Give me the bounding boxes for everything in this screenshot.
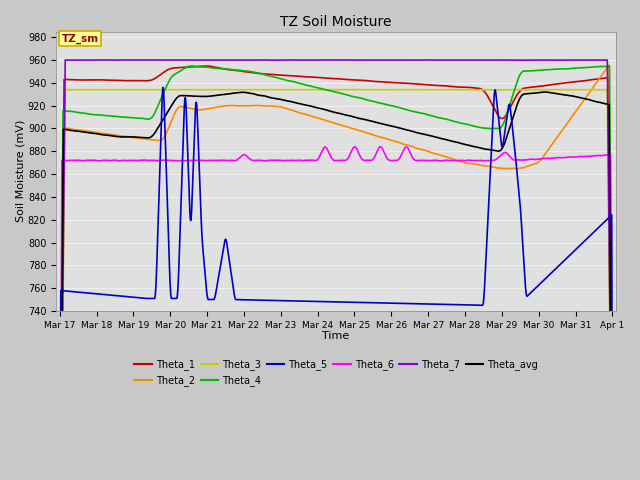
Line: Theta_5: Theta_5 (60, 87, 612, 480)
Theta_6 (99, 157, 106, 163)
Theta_5 (99, 291, 106, 297)
Theta_3 (312, 87, 319, 93)
Theta_avg (291, 99, 298, 105)
Line: Theta_2: Theta_2 (60, 65, 612, 480)
Theta_7 (302, 57, 310, 63)
Theta_6 (121, 157, 129, 163)
Theta_4 (312, 84, 320, 90)
Theta_3 (302, 87, 310, 93)
Theta_avg (371, 119, 378, 125)
Theta_6 (302, 157, 310, 163)
Theta_3 (121, 87, 129, 93)
Theta_4 (302, 82, 310, 88)
Theta_3 (99, 87, 106, 93)
Theta_4 (99, 112, 106, 118)
Theta_7 (121, 57, 129, 63)
Theta_avg (99, 132, 106, 138)
Line: Theta_3: Theta_3 (60, 90, 612, 480)
Theta_7 (291, 57, 298, 63)
Theta_1 (312, 74, 320, 80)
Theta_7 (424, 57, 432, 63)
Theta_4 (291, 79, 298, 85)
Theta_avg (541, 89, 549, 95)
Line: Theta_7: Theta_7 (60, 60, 612, 480)
Theta_1 (302, 74, 310, 80)
Theta_4 (371, 99, 378, 105)
Theta_1 (202, 63, 209, 69)
Theta_4 (188, 63, 196, 69)
Legend: Theta_1, Theta_2, Theta_3, Theta_4, Theta_5, Theta_6, Theta_7, Theta_avg: Theta_1, Theta_2, Theta_3, Theta_4, Thet… (131, 356, 542, 390)
Line: Theta_4: Theta_4 (60, 66, 612, 480)
Theta_7 (99, 57, 106, 63)
Theta_7 (371, 57, 378, 63)
Theta_1 (371, 79, 378, 84)
Theta_3 (371, 87, 378, 93)
Theta_5 (159, 84, 167, 90)
Line: Theta_avg: Theta_avg (60, 92, 612, 480)
Theta_1 (291, 73, 298, 79)
Theta_3 (291, 87, 298, 93)
Theta_6 (312, 157, 319, 163)
Text: TZ_sm: TZ_sm (61, 33, 99, 44)
Theta_2 (291, 108, 298, 114)
Y-axis label: Soil Moisture (mV): Soil Moisture (mV) (15, 120, 25, 222)
Theta_5 (371, 300, 378, 306)
Theta_2 (371, 132, 378, 138)
Theta_1 (99, 77, 106, 83)
Theta_2 (302, 111, 310, 117)
Line: Theta_1: Theta_1 (60, 66, 612, 480)
Theta_5 (291, 298, 298, 304)
Theta_6 (371, 155, 378, 160)
Theta_5 (312, 299, 320, 304)
Title: TZ Soil Moisture: TZ Soil Moisture (280, 15, 392, 29)
Theta_4 (121, 114, 129, 120)
Theta_5 (302, 299, 310, 304)
Theta_2 (605, 62, 613, 68)
X-axis label: Time: Time (323, 331, 349, 341)
Theta_5 (121, 294, 129, 300)
Theta_2 (99, 131, 106, 136)
Theta_3 (561, 87, 568, 93)
Theta_7 (312, 57, 319, 63)
Theta_6 (291, 157, 298, 163)
Theta_6 (376, 144, 384, 150)
Theta_2 (312, 114, 319, 120)
Line: Theta_6: Theta_6 (60, 147, 612, 480)
Theta_avg (302, 102, 310, 108)
Theta_2 (121, 133, 129, 139)
Theta_1 (121, 78, 129, 84)
Theta_avg (121, 134, 129, 140)
Theta_avg (312, 105, 319, 110)
